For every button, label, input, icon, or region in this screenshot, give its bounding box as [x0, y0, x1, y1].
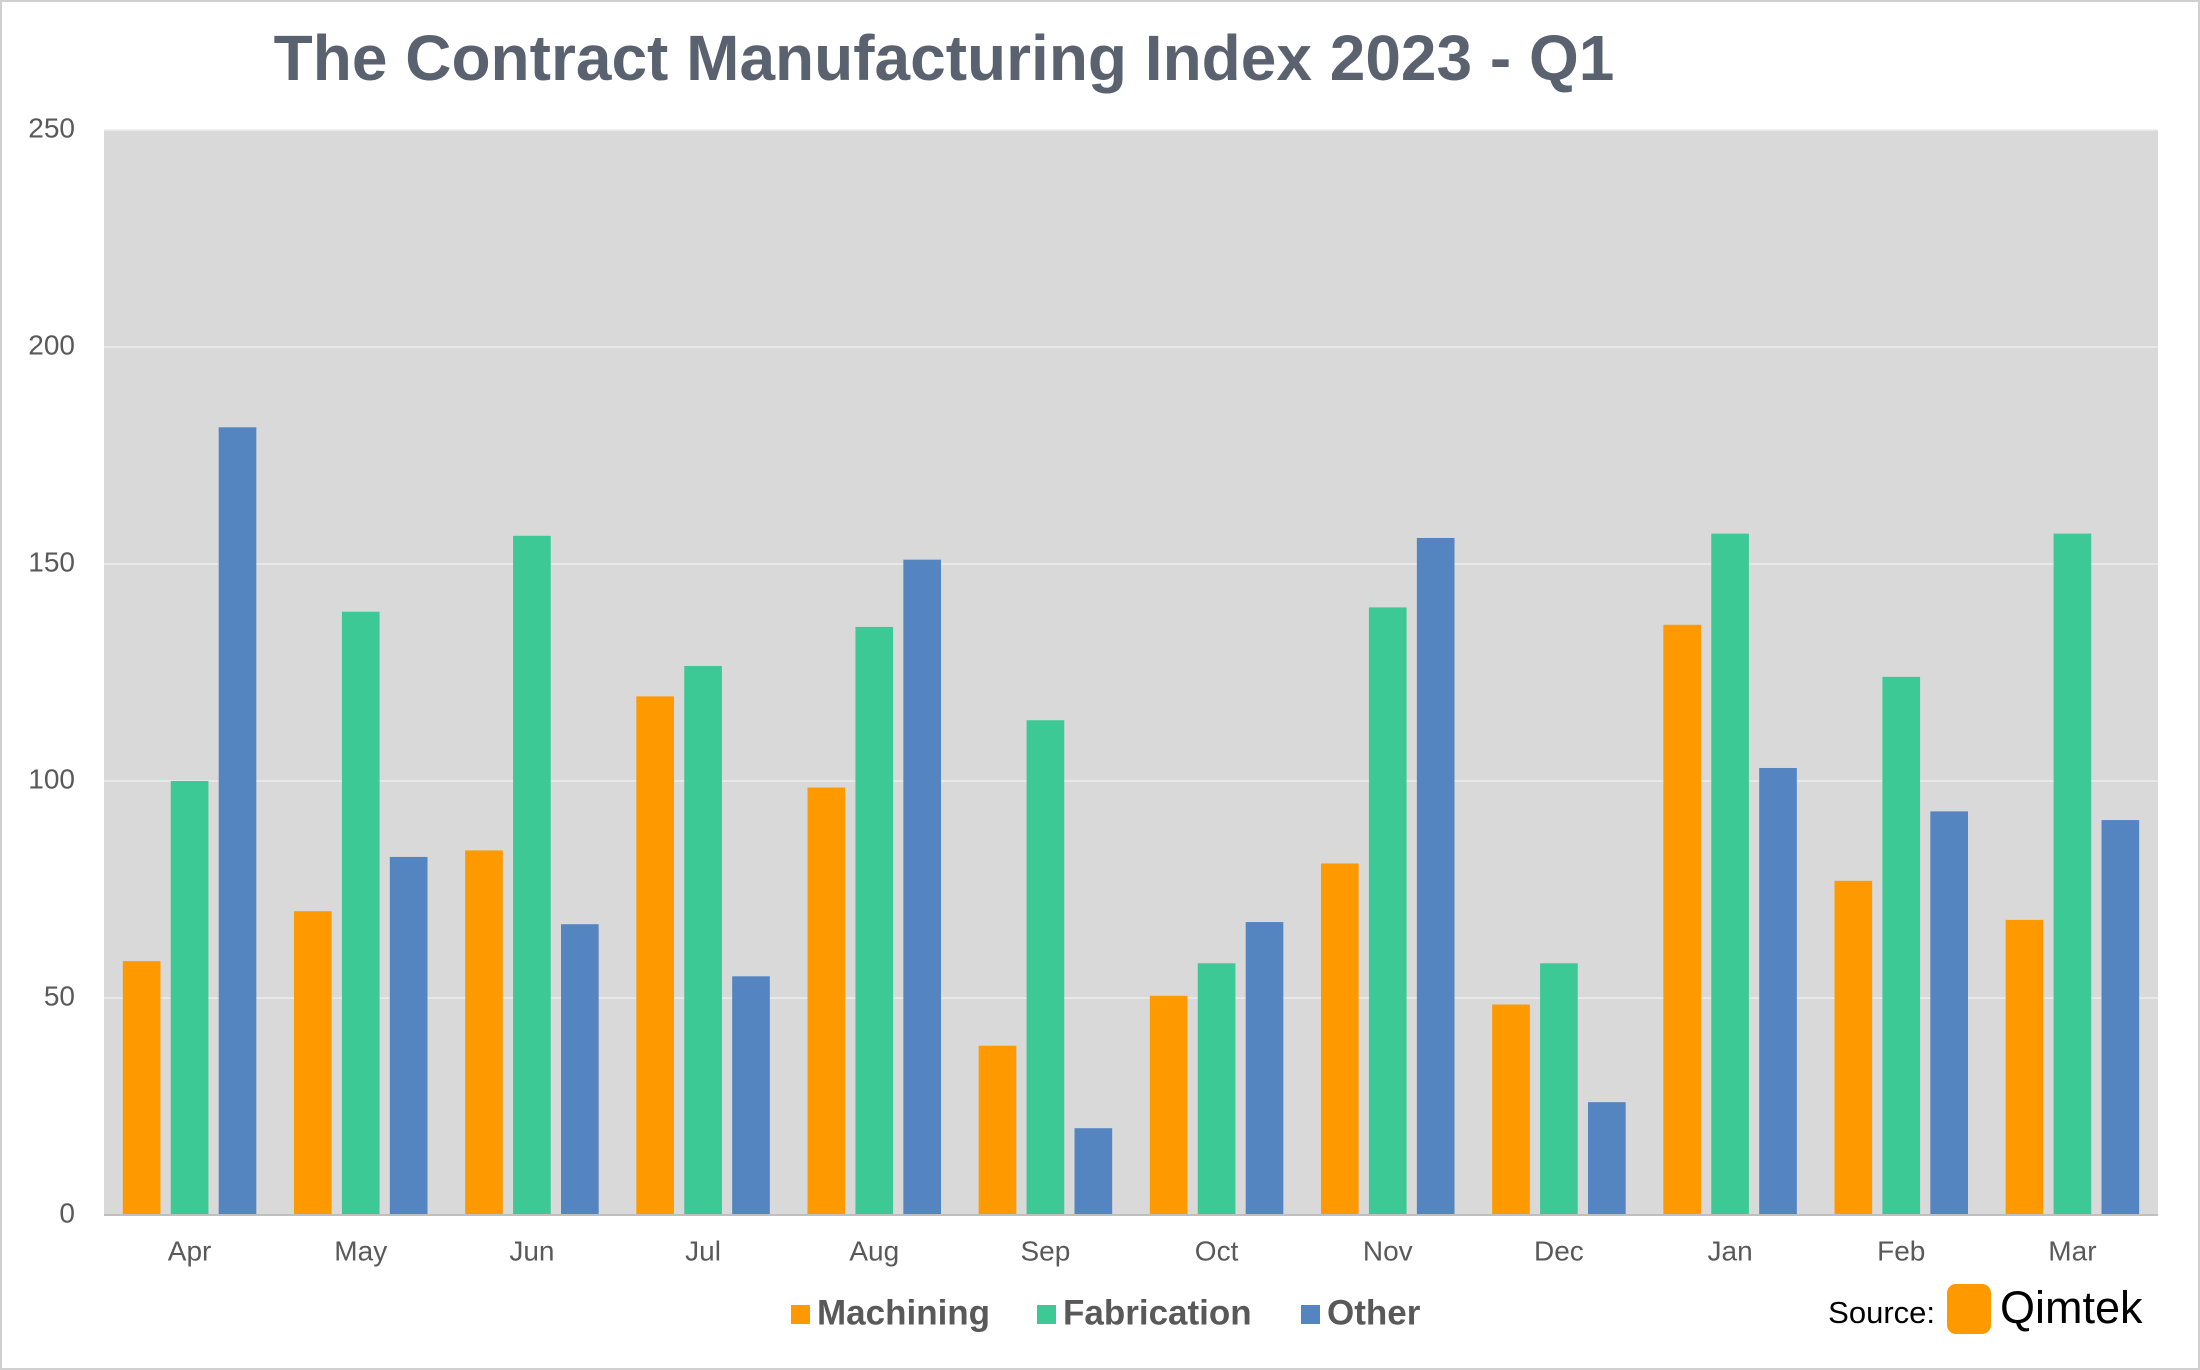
x-tick-label: Nov — [1363, 1235, 1413, 1266]
bar — [1492, 1004, 1530, 1215]
legend-swatch — [1037, 1305, 1056, 1324]
bar — [903, 559, 942, 1215]
y-tick-label: 100 — [28, 763, 75, 794]
legend-label: Machining — [817, 1293, 990, 1332]
bar — [122, 961, 161, 1215]
bar — [732, 976, 770, 1215]
bar — [1759, 767, 1797, 1215]
bar — [1930, 811, 1969, 1215]
legend-swatch — [1301, 1305, 1320, 1324]
legend-label: Fabrication — [1063, 1293, 1252, 1332]
x-tick-label: Sep — [1021, 1235, 1071, 1266]
bar — [465, 850, 503, 1215]
bar — [1711, 533, 1749, 1215]
logo-icon — [1947, 1284, 1991, 1334]
plot-area — [104, 130, 2158, 1215]
bar — [1882, 676, 1921, 1215]
bar — [636, 696, 674, 1215]
y-tick-label: 150 — [28, 546, 75, 577]
bar — [2005, 919, 2044, 1215]
bar — [561, 924, 599, 1215]
bar — [2053, 533, 2092, 1215]
x-tick-label: Feb — [1877, 1235, 1925, 1266]
x-tick-label: Dec — [1534, 1235, 1584, 1266]
logo-text: Qimtek — [2000, 1282, 2143, 1333]
bar — [293, 911, 332, 1215]
bar — [978, 1045, 1017, 1215]
x-tick-label: Mar — [2048, 1235, 2096, 1266]
y-tick-label: 0 — [59, 1197, 75, 1228]
bar — [341, 611, 380, 1215]
y-tick-label: 50 — [44, 980, 75, 1011]
bar — [1540, 963, 1578, 1215]
bar — [2101, 820, 2140, 1215]
bar — [807, 787, 846, 1215]
x-tick-label: Jul — [685, 1235, 721, 1266]
y-tick-label: 200 — [28, 329, 75, 360]
bar — [1834, 880, 1873, 1215]
bar — [1663, 624, 1701, 1215]
x-tick-label: Apr — [168, 1235, 212, 1266]
bar — [1074, 1128, 1113, 1215]
bar — [1416, 537, 1455, 1215]
bar — [513, 535, 551, 1215]
legend-swatch — [791, 1305, 810, 1324]
x-tick-label: Oct — [1195, 1235, 1239, 1266]
bar — [1197, 963, 1236, 1215]
bar — [684, 665, 722, 1215]
chart-title: The Contract Manufacturing Index 2023 - … — [274, 22, 1615, 94]
bar — [1026, 720, 1065, 1215]
bar — [1149, 995, 1188, 1215]
x-tick-label: May — [334, 1235, 387, 1266]
source-label: Source: — [1828, 1295, 1935, 1330]
bar — [389, 856, 428, 1215]
bar — [1588, 1102, 1626, 1215]
bar — [170, 781, 209, 1215]
x-tick-label: Aug — [849, 1235, 899, 1266]
legend-label: Other — [1327, 1293, 1421, 1332]
x-tick-label: Jan — [1708, 1235, 1753, 1266]
x-tick-label: Jun — [509, 1235, 554, 1266]
bar — [218, 427, 257, 1215]
bar — [1368, 607, 1407, 1215]
bar — [855, 626, 894, 1215]
bar — [1320, 863, 1359, 1215]
bar — [1245, 922, 1284, 1215]
y-tick-label: 250 — [28, 112, 75, 143]
